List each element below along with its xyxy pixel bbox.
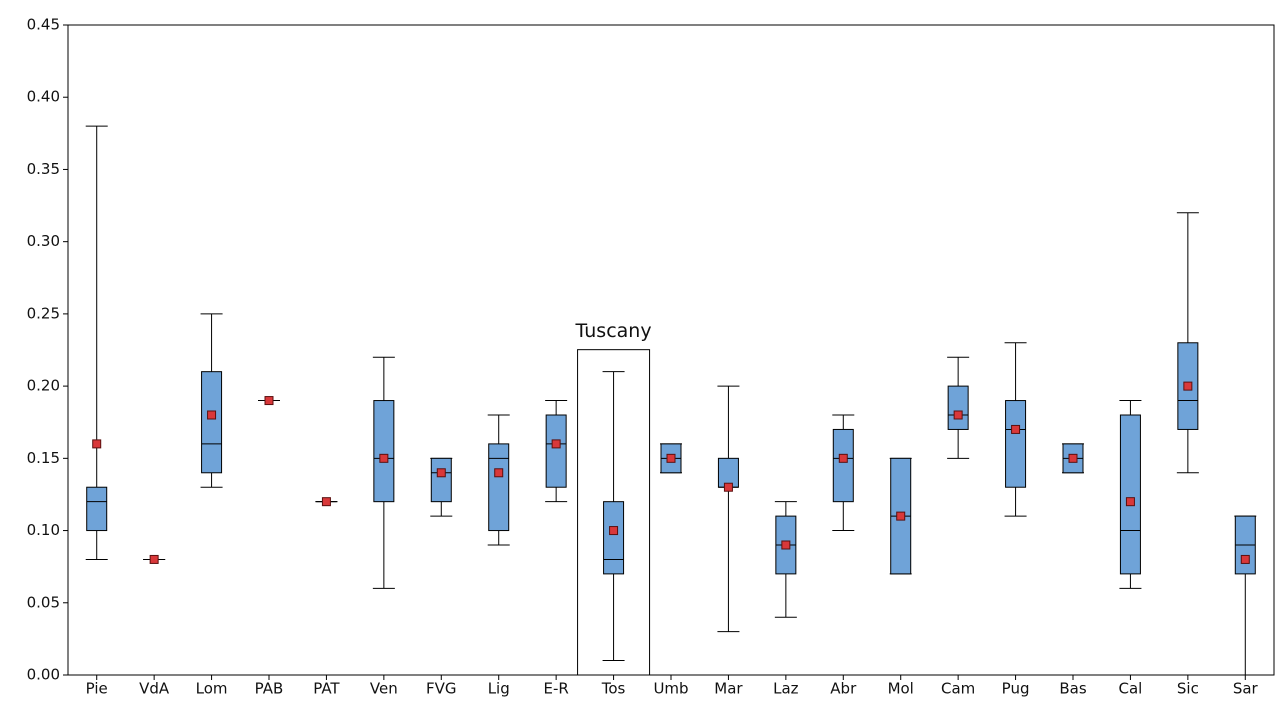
- mean-marker: [379, 453, 389, 463]
- y-tick-label: 0.45: [27, 16, 60, 34]
- mean-marker: [953, 410, 963, 420]
- box: [1119, 414, 1141, 575]
- y-tick-label: 0.35: [27, 160, 60, 178]
- box: [947, 385, 969, 430]
- x-tick-label: PAB: [255, 680, 284, 698]
- y-tick-label: 0.00: [27, 666, 60, 684]
- mean-marker: [321, 497, 331, 507]
- y-tick-label: 0.25: [27, 304, 60, 322]
- plot-frame: [67, 24, 1275, 676]
- mean-marker: [781, 540, 791, 550]
- mean-marker: [838, 453, 848, 463]
- mean-marker: [207, 410, 217, 420]
- x-tick-label: Umb: [653, 680, 688, 698]
- box: [430, 457, 452, 503]
- x-tick-label: Tos: [601, 680, 626, 698]
- y-tick-label: 0.10: [27, 521, 60, 539]
- x-tick-label: VdA: [139, 680, 170, 698]
- x-tick-label: FVG: [426, 680, 457, 698]
- mean-marker: [551, 439, 561, 449]
- box: [603, 501, 625, 575]
- y-tick-label: 0.40: [27, 88, 60, 106]
- y-tick-label: 0.20: [27, 377, 60, 395]
- y-tick-label: 0.05: [27, 593, 60, 611]
- highlight-box: [577, 349, 651, 676]
- mean-marker: [1011, 424, 1021, 434]
- mean-marker: [264, 396, 274, 406]
- annotation: Tuscany: [575, 320, 652, 342]
- box: [545, 414, 567, 488]
- y-tick-label: 0.15: [27, 449, 60, 467]
- mean-marker: [723, 482, 733, 492]
- x-tick-label: Sic: [1177, 680, 1199, 698]
- x-tick-label: Pug: [1002, 680, 1030, 698]
- x-tick-label: Mar: [714, 680, 743, 698]
- mean-marker: [666, 453, 676, 463]
- mean-marker: [1240, 554, 1250, 564]
- mean-marker: [609, 526, 619, 536]
- x-tick-label: Ven: [370, 680, 398, 698]
- x-tick-label: Abr: [830, 680, 857, 698]
- x-tick-label: PAT: [313, 680, 340, 698]
- box: [201, 371, 223, 474]
- box: [488, 443, 510, 532]
- mean-marker: [494, 468, 504, 478]
- x-tick-label: Pie: [86, 680, 108, 698]
- box: [832, 428, 854, 503]
- x-tick-label: Cal: [1119, 680, 1143, 698]
- x-tick-label: Bas: [1059, 680, 1086, 698]
- mean-marker: [896, 511, 906, 521]
- mean-marker: [149, 554, 159, 564]
- x-tick-label: Lom: [196, 680, 228, 698]
- x-tick-label: Mol: [888, 680, 914, 698]
- x-tick-label: Lig: [488, 680, 510, 698]
- y-tick-label: 0.30: [27, 232, 60, 250]
- x-tick-label: E-R: [543, 680, 568, 698]
- x-tick-label: Sar: [1233, 680, 1259, 698]
- x-tick-label: Cam: [941, 680, 975, 698]
- mean-marker: [92, 439, 102, 449]
- box: [86, 486, 108, 532]
- x-tick-label: Laz: [773, 680, 799, 698]
- box: [373, 400, 395, 503]
- mean-marker: [1125, 497, 1135, 507]
- box: [1005, 400, 1027, 488]
- mean-marker: [1183, 381, 1193, 391]
- mean-marker: [1068, 453, 1078, 463]
- mean-marker: [436, 468, 446, 478]
